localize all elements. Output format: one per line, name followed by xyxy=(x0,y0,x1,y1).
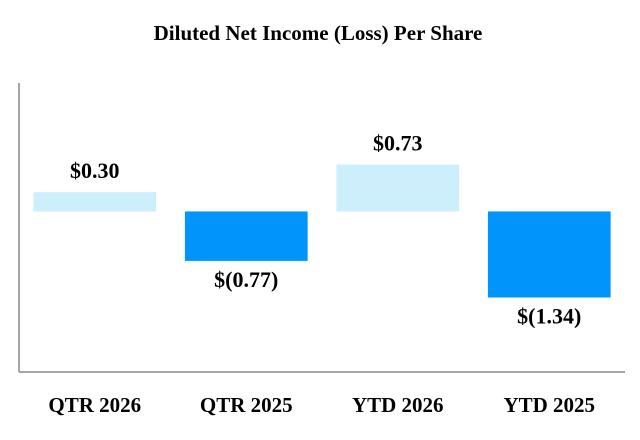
chart-title: Diluted Net Income (Loss) Per Share xyxy=(154,21,483,45)
value-label: $(1.34) xyxy=(517,304,581,329)
axes xyxy=(18,83,625,373)
category-labels: QTR 2026 QTR 2025 YTD 2026 YTD 2025 xyxy=(48,393,595,417)
bar-ytd-2025 xyxy=(487,211,611,298)
bars xyxy=(33,164,611,298)
value-label: $0.30 xyxy=(70,158,120,183)
bar-ytd-2026 xyxy=(336,164,460,212)
value-label: $0.73 xyxy=(373,131,423,156)
category-label: YTD 2026 xyxy=(352,393,444,417)
value-labels: $0.30 $(0.77) $0.73 $(1.34) xyxy=(70,131,581,329)
bar-qtr-2026 xyxy=(33,192,157,212)
category-label: QTR 2025 xyxy=(200,393,293,417)
category-label: QTR 2026 xyxy=(48,393,141,417)
bar-qtr-2025 xyxy=(184,211,308,261)
value-label: $(0.77) xyxy=(214,267,278,292)
category-label: YTD 2025 xyxy=(503,393,595,417)
